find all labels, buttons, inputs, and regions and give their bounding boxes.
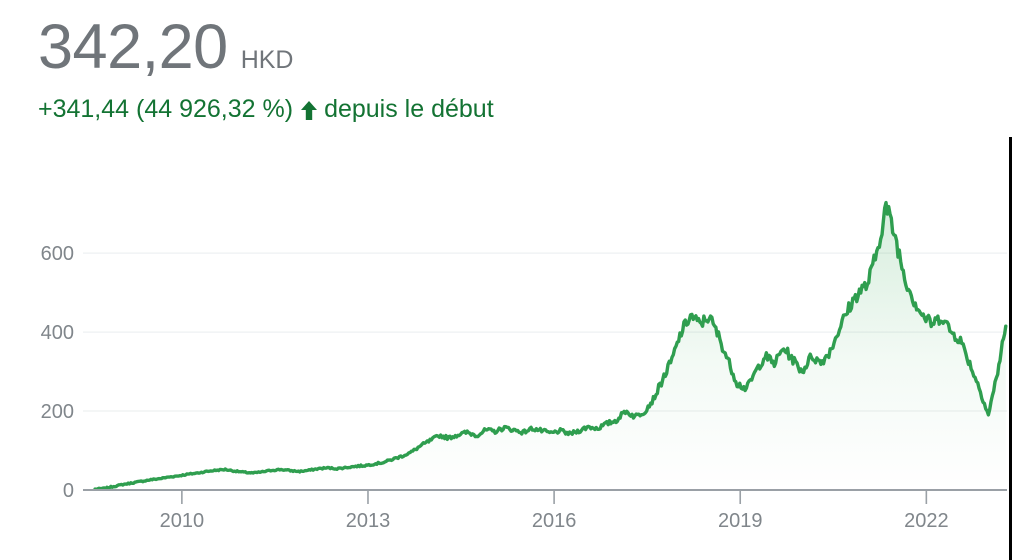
y-axis-tick-label: 400 [41, 322, 74, 344]
chart-y-axis-labels: 0 200 400 600 [41, 243, 74, 502]
price-change-value: +341,44 (44 926,32 %) [38, 95, 294, 123]
price-change-row: +341,44 (44 926,32 %) depuis le début [38, 94, 998, 124]
currency-label: HKD [240, 46, 294, 74]
x-axis-tick-label: 2010 [160, 510, 205, 532]
arrow-up-icon [300, 100, 318, 122]
chart-x-ticks [181, 490, 928, 504]
chart-x-axis-labels: 2010 2013 2016 2019 2022 [160, 510, 949, 532]
chart-area-path [95, 202, 1006, 491]
price-chart[interactable]: 0 200 400 600 2010 2013 2016 2019 2022 [0, 150, 1018, 560]
quote-header: 342,20 HKD +341,44 (44 926,32 %) depuis … [38, 14, 998, 124]
panel-right-border [1009, 137, 1012, 560]
y-axis-tick-label: 600 [41, 243, 74, 265]
x-axis-tick-label: 2016 [532, 510, 577, 532]
price-chart-svg[interactable]: 0 200 400 600 2010 2013 2016 2019 2022 [0, 150, 1018, 560]
chart-area-fill [95, 202, 1006, 491]
chart-line [93, 200, 1008, 492]
price-change-period: depuis le début [324, 95, 494, 123]
y-axis-tick-label: 200 [41, 401, 74, 423]
chart-line-path [93, 200, 1008, 492]
price-row: 342,20 HKD [38, 14, 998, 80]
current-price: 342,20 [38, 12, 228, 82]
y-axis-tick-label: 0 [63, 480, 74, 502]
x-axis-tick-label: 2013 [346, 510, 391, 532]
x-axis-tick-label: 2022 [904, 510, 949, 532]
x-axis-tick-label: 2019 [718, 510, 763, 532]
